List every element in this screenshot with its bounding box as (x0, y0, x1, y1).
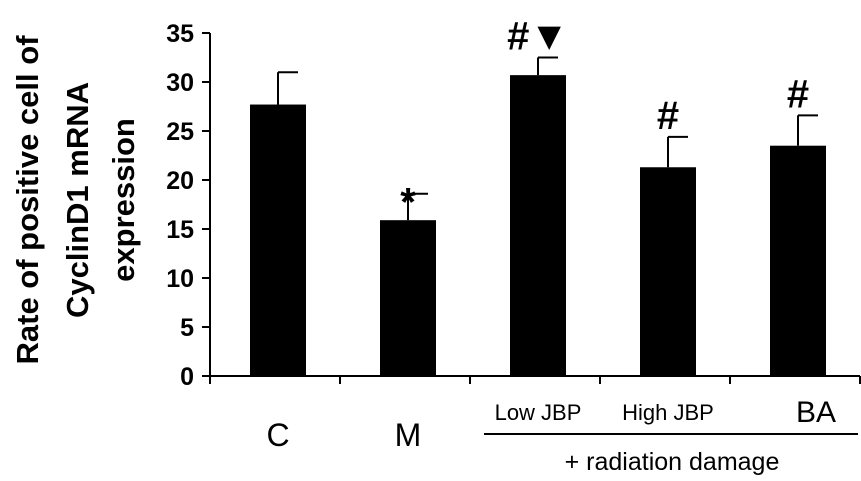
significance-marker: * (400, 181, 416, 225)
y-tick-label: 5 (180, 314, 194, 342)
bar (250, 104, 306, 376)
y-axis-label-line-1: Rate of positive cell of (10, 35, 45, 365)
group-label: + radiation damage (565, 448, 780, 476)
significance-marker: # (657, 94, 679, 138)
bar (640, 167, 696, 376)
y-tick-label: 20 (166, 167, 194, 195)
y-tick-label: 15 (166, 216, 194, 244)
y-axis-label-line-3: expression (106, 118, 141, 282)
bar (510, 75, 566, 376)
category-labels: C M Low JBP High JBP BA (266, 396, 836, 453)
category-label: C (266, 417, 289, 453)
significance-annotations: * #▼ # # (400, 15, 809, 225)
y-tick-label: 35 (166, 20, 194, 48)
y-ticks: 0 5 10 15 20 25 30 35 (166, 20, 210, 391)
bar (770, 145, 826, 376)
error-bars (277, 56, 818, 221)
bars (250, 75, 826, 376)
y-axis-label-line-2: CyclinD1 mRNA (60, 82, 95, 318)
y-tick-label: 30 (166, 69, 194, 97)
y-axis-label: Rate of positive cell of CyclinD1 mRNA e… (10, 35, 141, 365)
y-tick-label: 0 (180, 363, 194, 391)
x-ticks (209, 376, 861, 384)
significance-marker: #▼ (507, 15, 569, 59)
significance-marker: # (787, 72, 809, 116)
category-label: High JBP (622, 400, 714, 425)
category-label: BA (796, 396, 836, 429)
category-label: M (395, 417, 422, 453)
y-tick-label: 25 (166, 118, 194, 146)
y-tick-label: 10 (166, 265, 194, 293)
category-label: Low JBP (495, 400, 582, 425)
bar (380, 220, 436, 376)
